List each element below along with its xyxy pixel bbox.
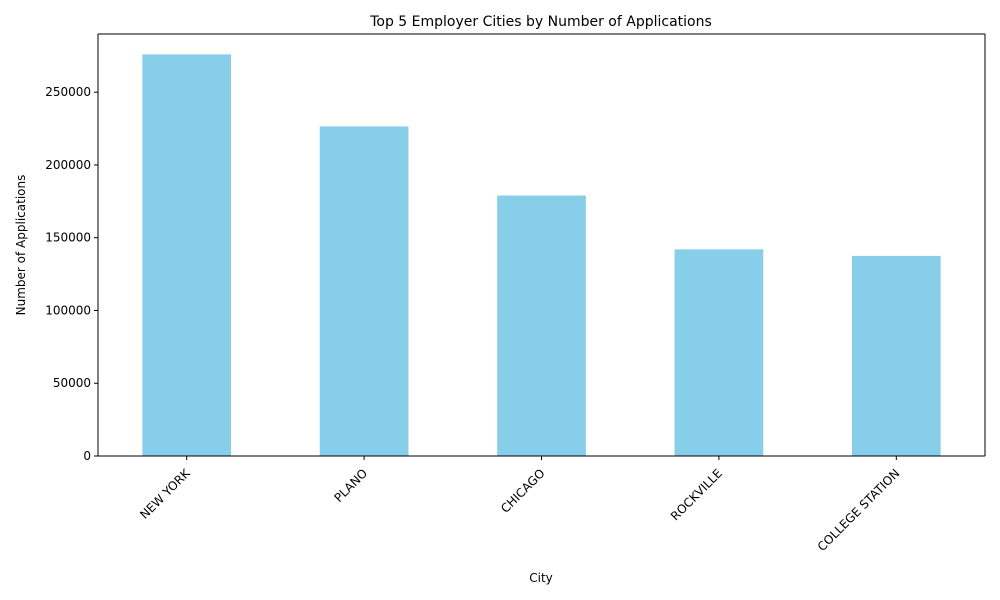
- y-tick-label: 250000: [45, 85, 91, 99]
- x-tick-label: CHICAGO: [498, 466, 548, 516]
- x-tick-label: PLANO: [331, 466, 370, 505]
- bars-layer: [142, 54, 941, 457]
- x-tick-label: ROCKVILLE: [668, 466, 725, 523]
- chart-title: Top 5 Employer Cities by Number of Appli…: [369, 14, 712, 30]
- y-tick-label: 50000: [53, 376, 91, 390]
- y-tick-label: 100000: [45, 303, 91, 317]
- bar-college-station: [851, 255, 941, 456]
- y-tick-label: 200000: [45, 158, 91, 172]
- bar-rockville: [674, 249, 764, 456]
- x-tick-label: COLLEGE STATION: [815, 466, 903, 554]
- bar-plano: [319, 126, 409, 457]
- x-tick-label: NEW YORK: [137, 465, 193, 521]
- y-tick-label: 0: [83, 449, 91, 463]
- y-axis-label: Number of Applications: [14, 175, 28, 316]
- y-tick-label: 150000: [45, 231, 91, 245]
- x-axis-label: City: [529, 571, 553, 585]
- axes-layer: [97, 33, 986, 457]
- bar-new-york: [142, 54, 232, 457]
- bar-chicago: [497, 195, 586, 456]
